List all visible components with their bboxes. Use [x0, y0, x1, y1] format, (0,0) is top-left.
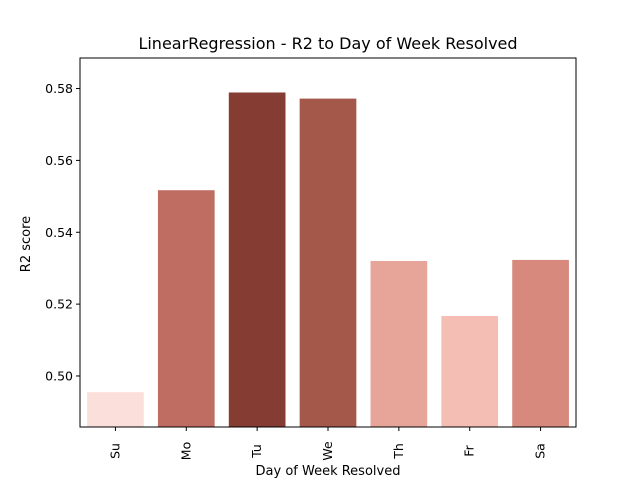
bars-group	[87, 92, 569, 428]
bar-su	[87, 392, 144, 427]
plot-frame	[79, 57, 577, 428]
x-tick-label-sa: Sa	[533, 443, 548, 459]
y-tick-label-3: 0.56	[45, 153, 73, 168]
bar-fr	[441, 315, 499, 427]
bar-tu	[228, 92, 286, 427]
chart-title: LinearRegression - R2 to Day of Week Res…	[138, 34, 517, 53]
y-tick-label-1: 0.52	[45, 297, 73, 312]
bar-th	[370, 261, 428, 427]
y-tick-label-4: 0.58	[45, 81, 73, 96]
bar-we	[299, 98, 357, 428]
x-axis-label: Day of Week Resolved	[256, 464, 401, 479]
x-tick-label-we: We	[320, 441, 335, 461]
y-tick-label-0: 0.50	[45, 368, 73, 383]
x-tick-label-fr: Fr	[462, 444, 477, 456]
x-axis: Su Mo Tu We Th Fr Sa	[107, 427, 548, 461]
y-axis: 0.50 0.52 0.54 0.56 0.58	[45, 81, 80, 383]
y-tick-label-2: 0.54	[45, 225, 73, 240]
x-tick-label-mo: Mo	[178, 442, 193, 460]
bar-sa	[512, 259, 569, 427]
y-axis-label: R2 score	[19, 216, 34, 272]
x-tick-label-th: Th	[391, 443, 406, 460]
x-tick-label-su: Su	[107, 443, 122, 459]
x-tick-label-tu: Tu	[249, 444, 264, 459]
bar-mo	[157, 190, 215, 427]
